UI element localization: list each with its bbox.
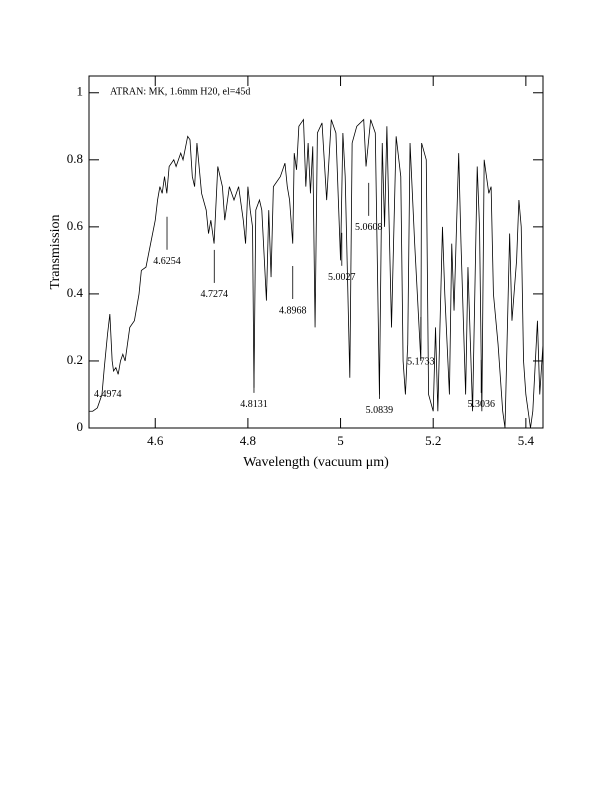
x-tick-label: 4.6	[147, 433, 164, 448]
annotation-label: 4.4974	[94, 389, 122, 400]
x-tick-label: 5	[337, 433, 344, 448]
y-tick-label: 0.8	[67, 151, 83, 166]
annotation-label: 5.0027	[328, 272, 356, 283]
spectrum-line	[89, 118, 544, 429]
x-tick-label: 4.8	[240, 433, 256, 448]
x-tick-label: 5.2	[425, 433, 441, 448]
annotation-label: 4.8968	[279, 305, 307, 316]
x-axis-label: Wavelength (vacuum μm)	[243, 455, 389, 470]
annotation-label: 5.0608	[355, 222, 383, 233]
annotation-label: 4.6254	[153, 256, 181, 267]
y-axis-label: Transmission	[48, 215, 63, 290]
y-tick-label: 0.4	[67, 285, 84, 300]
annotation-label: 4.8131	[240, 399, 268, 410]
y-tick-label: 1	[77, 84, 84, 99]
x-tick-label: 5.4	[518, 433, 535, 448]
plot-frame	[88, 75, 544, 429]
y-tick-label: 0	[77, 419, 84, 434]
annotation-label: 5.1733	[407, 356, 435, 367]
annotation-label: 4.7274	[201, 289, 229, 300]
y-tick-label: 0.6	[67, 218, 84, 233]
annotation-label: 5.3036	[467, 399, 495, 410]
y-tick-label: 0.2	[67, 352, 83, 367]
plot-note: ATRAN: MK, 1.6mm H20, el=45d	[110, 86, 250, 97]
annotation-label: 5.0839	[366, 405, 394, 416]
